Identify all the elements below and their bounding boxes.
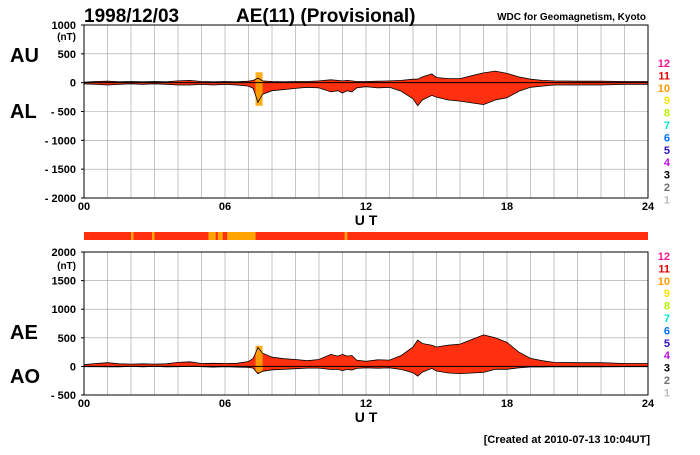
y-tick-label: - 500 bbox=[51, 390, 76, 402]
y-tick-label: 1000 bbox=[52, 304, 76, 316]
y-axis-unit: (nT) bbox=[57, 261, 76, 272]
station-count-strip-segment bbox=[255, 232, 345, 240]
source-label: WDC for Geomagnetism, Kyoto bbox=[497, 12, 646, 23]
station-count-legend-item: 6 bbox=[664, 132, 670, 144]
station-count-legend-item: 3 bbox=[664, 363, 670, 375]
station-count-strip-segment bbox=[131, 232, 134, 240]
chart-title: AE(11) (Provisional) bbox=[236, 6, 416, 27]
station-count-legend-item: 3 bbox=[664, 170, 670, 182]
plot-frame bbox=[83, 251, 649, 396]
series-label: AU bbox=[10, 45, 39, 67]
station-count-strip-segment bbox=[208, 232, 216, 240]
station-count-legend-item: 7 bbox=[664, 120, 670, 132]
series-label: AO bbox=[10, 366, 40, 388]
index-envelope-area bbox=[84, 334, 648, 377]
station-count-strip-segment bbox=[347, 232, 648, 240]
x-tick-label: 18 bbox=[501, 398, 513, 410]
station-count-legend-item: 7 bbox=[664, 313, 670, 325]
station-count-strip-segment bbox=[152, 232, 155, 240]
station-count-strip-segment bbox=[222, 232, 228, 240]
station-count-strip-segment bbox=[227, 232, 256, 240]
station-count-legend-item: 6 bbox=[664, 325, 670, 337]
station-count-legend-item: 5 bbox=[664, 145, 670, 157]
station-count-legend-item: 9 bbox=[664, 288, 670, 300]
station-count-legend-item: 11 bbox=[658, 263, 670, 275]
upper-series-line bbox=[83, 334, 648, 366]
station-count-legend-item: 10 bbox=[658, 276, 670, 288]
station-count-legend-item: 8 bbox=[664, 301, 670, 313]
x-tick-label: 18 bbox=[501, 201, 513, 213]
created-label: [Created at 2010-07-13 10:04UT] bbox=[484, 434, 651, 446]
station-count-strip-segment bbox=[154, 232, 209, 240]
x-tick-label: 24 bbox=[642, 201, 655, 213]
station-count-legend-item: 12 bbox=[658, 251, 670, 263]
station-count-strip-segment bbox=[217, 232, 223, 240]
station-count-legend-item: 2 bbox=[664, 182, 670, 194]
x-tick-label: 24 bbox=[642, 398, 655, 410]
station-count-legend-item: 4 bbox=[664, 157, 671, 169]
y-tick-label: - 1500 bbox=[45, 164, 76, 176]
station-count-strip-segment bbox=[84, 232, 131, 240]
y-axis-unit: (nT) bbox=[57, 32, 76, 43]
station-count-legend-item: 5 bbox=[664, 338, 670, 350]
index-envelope-area bbox=[84, 71, 648, 106]
station-count-legend-item: 8 bbox=[664, 108, 670, 120]
x-tick-label: 12 bbox=[360, 398, 372, 410]
y-tick-label: - 2000 bbox=[45, 193, 76, 205]
x-axis-label: U T bbox=[355, 212, 378, 228]
high-station-band bbox=[255, 345, 263, 373]
station-count-legend-item: 9 bbox=[664, 95, 670, 107]
y-tick-label: 500 bbox=[58, 49, 76, 61]
date-label: 1998/12/03 bbox=[84, 6, 179, 27]
station-count-legend-item: 2 bbox=[664, 375, 670, 387]
station-count-strip-segment bbox=[215, 232, 218, 240]
x-tick-label: 00 bbox=[78, 201, 90, 213]
station-count-legend-item: 10 bbox=[658, 83, 670, 95]
station-count-legend-item: 1 bbox=[664, 194, 670, 206]
series-label: AL bbox=[10, 101, 37, 123]
y-tick-label: - 500 bbox=[51, 107, 76, 119]
y-tick-label: 1500 bbox=[52, 276, 76, 288]
series-label: AE bbox=[10, 322, 38, 344]
y-tick-label: 1000 bbox=[52, 20, 76, 32]
high-station-band bbox=[255, 72, 263, 106]
y-tick-label: 500 bbox=[58, 333, 76, 345]
y-tick-label: 0 bbox=[70, 78, 76, 90]
station-count-strip-segment bbox=[344, 232, 348, 240]
y-tick-label: 2000 bbox=[52, 247, 76, 259]
x-tick-label: 06 bbox=[219, 201, 231, 213]
x-tick-label: 00 bbox=[78, 398, 90, 410]
station-count-legend-item: 12 bbox=[658, 58, 670, 70]
station-count-legend-item: 4 bbox=[664, 350, 671, 362]
upper-series-line bbox=[83, 70, 648, 83]
lower-series-line bbox=[83, 83, 648, 107]
station-count-legend-item: 11 bbox=[658, 70, 670, 82]
y-tick-label: 0 bbox=[70, 361, 76, 373]
x-tick-label: 06 bbox=[219, 398, 231, 410]
station-count-strip-segment bbox=[133, 232, 153, 240]
y-tick-label: - 1000 bbox=[45, 135, 76, 147]
x-tick-label: 12 bbox=[360, 201, 372, 213]
x-axis-label: U T bbox=[355, 409, 378, 425]
station-count-legend-item: 1 bbox=[664, 387, 670, 399]
